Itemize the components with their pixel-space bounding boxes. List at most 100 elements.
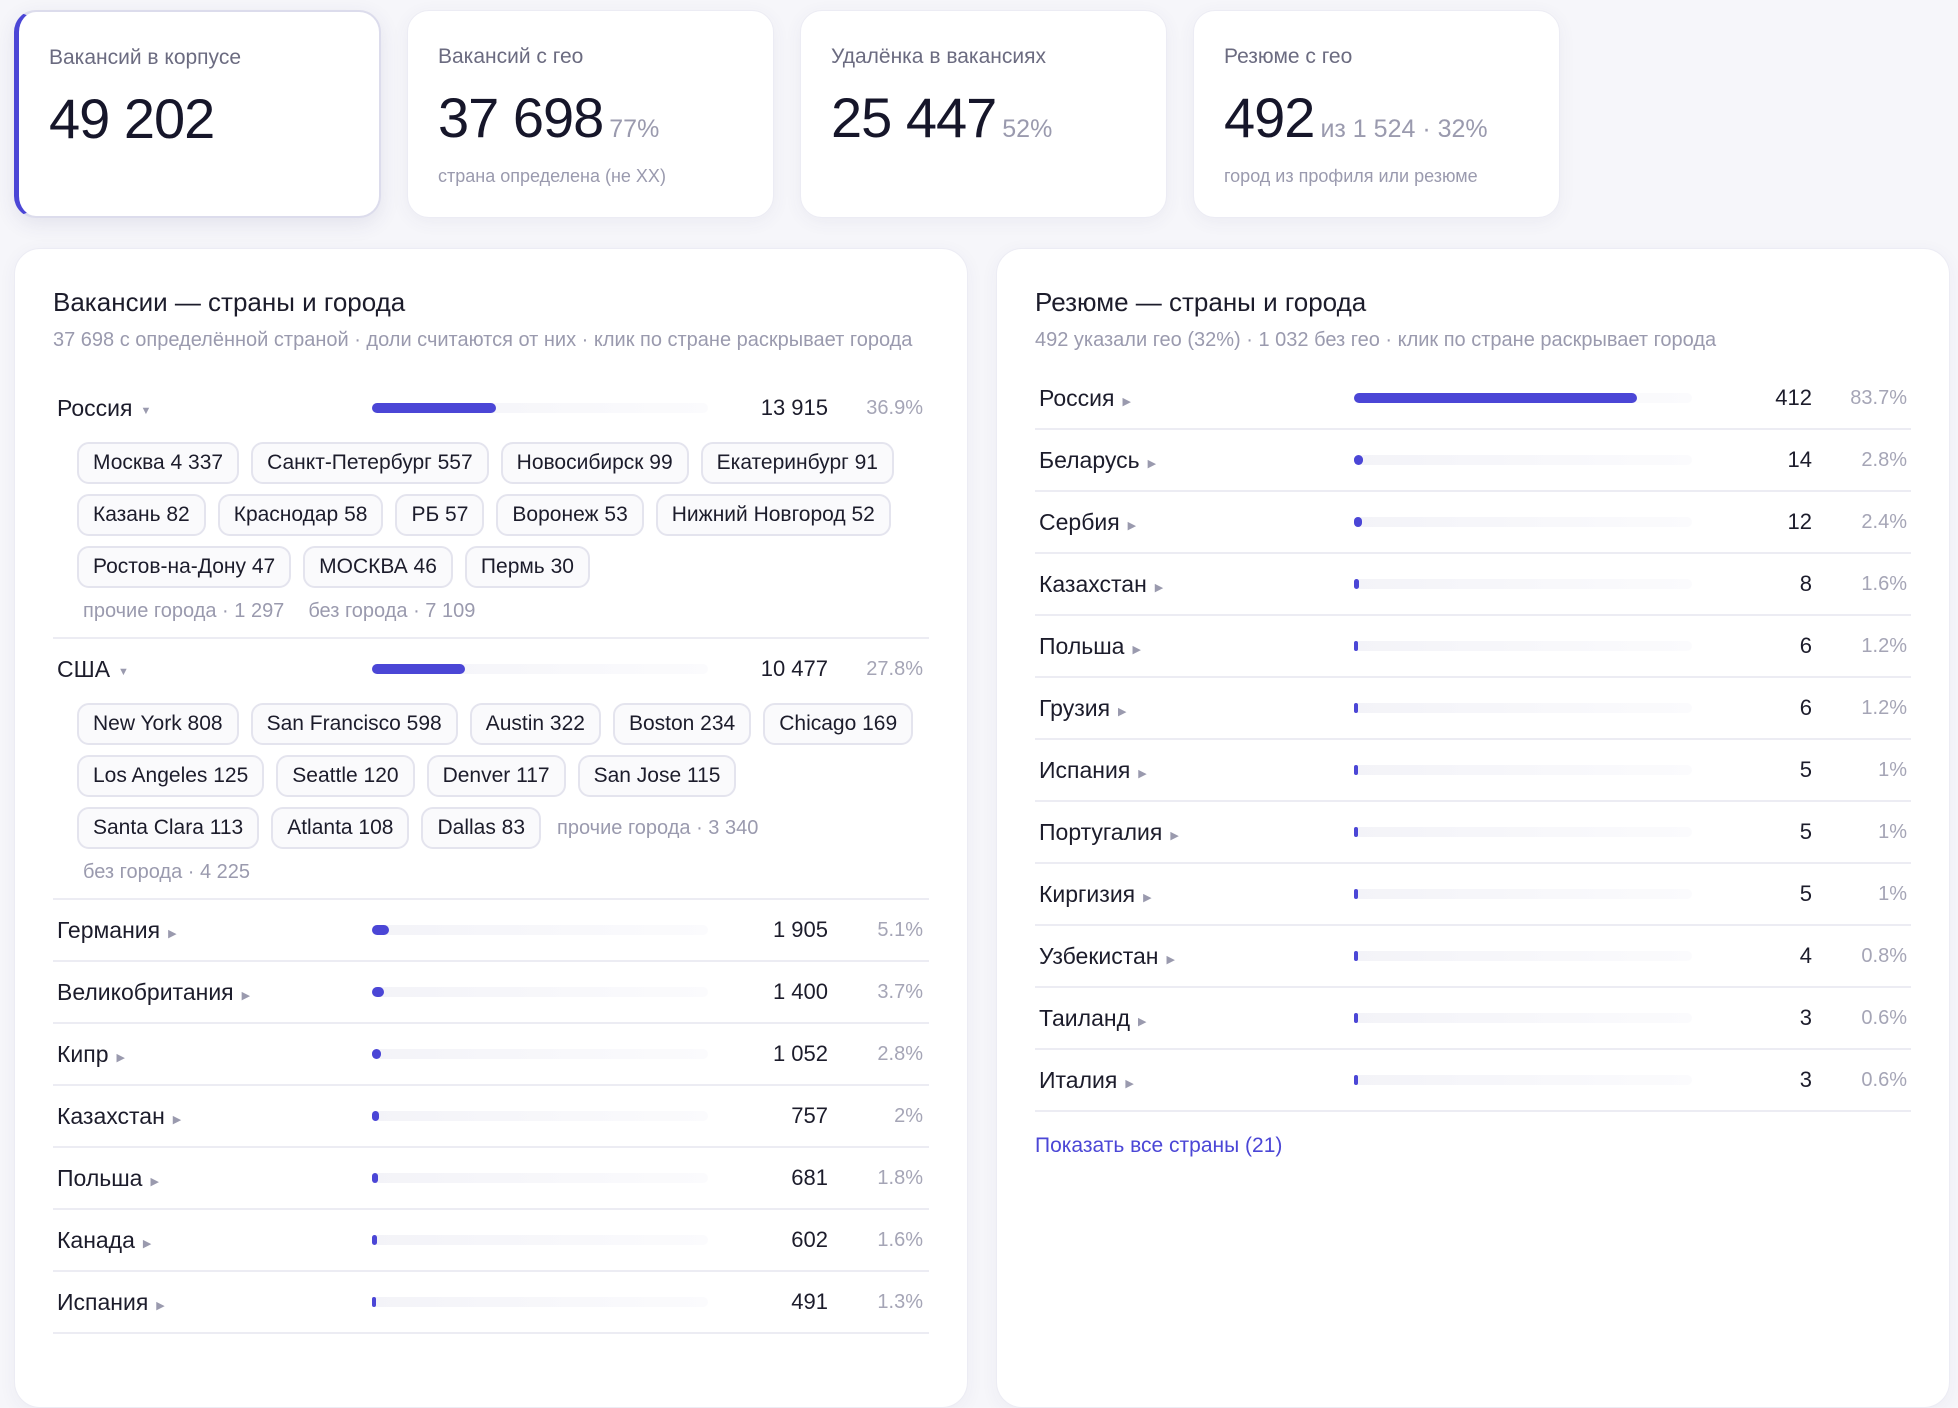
city-chip[interactable]: San Francisco 598 — [250, 703, 458, 745]
country-percent: 1% — [1878, 820, 1907, 843]
city-chip[interactable]: Atlanta 108 — [271, 807, 410, 849]
country-count: 1 905 — [772, 917, 828, 942]
country-name: Россия — [57, 394, 133, 421]
country-row[interactable]: Португалия ▶ 5 1% — [1035, 802, 1911, 864]
country-percent: 1.6% — [1861, 572, 1907, 595]
country-name: Португалия — [1039, 818, 1163, 845]
country-row[interactable]: Таиланд ▶ 3 0.6% — [1035, 988, 1911, 1050]
city-chip[interactable]: МОСКВА 46 — [303, 546, 453, 588]
country-name: США — [57, 655, 111, 682]
share-bar-fill — [372, 664, 466, 674]
country-percent: 1% — [1878, 882, 1907, 905]
panel-title: Резюме — страны и города — [1035, 287, 1367, 317]
city-chip[interactable]: Dallas 83 — [421, 807, 542, 849]
country-row[interactable]: Кипр ▶ 1 052 2.8% — [53, 1024, 929, 1086]
caret-right-icon: ▶ — [150, 1175, 159, 1188]
city-chips: New York 808 San Francisco 598 Austin 322 B… — [77, 703, 929, 849]
city-chip[interactable]: San Jose 115 — [577, 755, 737, 797]
country-count: 8 — [1799, 571, 1812, 596]
city-chip[interactable]: Chicago 169 — [763, 703, 914, 745]
city-chip[interactable]: Воронеж 53 — [496, 494, 644, 536]
share-bar-fill — [1354, 827, 1358, 837]
city-chip[interactable]: Казань 82 — [77, 494, 206, 536]
city-chip[interactable]: Краснодар 58 — [217, 494, 384, 536]
country-row[interactable]: Польша ▶ 6 1.2% — [1035, 616, 1911, 678]
kpi-card-vacancies-total[interactable]: Вакансий в корпусе 49 202 — [14, 10, 381, 218]
city-chip[interactable]: РБ 57 — [395, 494, 485, 536]
country-count: 6 — [1799, 695, 1812, 720]
country-row[interactable]: Польша ▶ 681 1.8% — [53, 1148, 929, 1210]
country-percent: 1% — [1878, 758, 1907, 781]
country-row[interactable]: Испания ▶ 5 1% — [1035, 740, 1911, 802]
caret-right-icon: ▶ — [142, 1237, 152, 1250]
country-row[interactable]: Канада ▶ 602 1.6% — [53, 1210, 929, 1272]
share-bar — [1354, 641, 1692, 651]
country-row[interactable]: Казахстан ▶ 8 1.6% — [1035, 554, 1911, 616]
kpi-label: Вакансий в корпусе — [49, 46, 241, 69]
caret-right-icon: ▶ — [156, 1299, 165, 1312]
city-chip[interactable]: Ростов-на-Дону 47 — [77, 546, 292, 588]
city-chip[interactable]: Los Angeles 125 — [77, 755, 265, 797]
country-name: Россия — [1039, 384, 1115, 411]
city-chip[interactable]: Нижний Новгород 52 — [655, 494, 891, 536]
country-row[interactable]: Испания ▶ 491 1.3% — [53, 1272, 929, 1334]
country-row[interactable]: Германия ▶ 1 905 5.1% — [53, 900, 929, 962]
city-chip[interactable]: Санкт-Петербург 557 — [251, 442, 489, 484]
country-count: 14 — [1787, 447, 1812, 472]
country-name: Таиланд — [1039, 1004, 1130, 1031]
kpi-value-line: 49 202 — [49, 86, 349, 151]
kpi-card-remote[interactable]: Удалёнка в вакансиях 25 447 52% — [800, 10, 1167, 218]
city-chip[interactable]: Denver 117 — [426, 755, 566, 797]
country-count: 412 — [1775, 385, 1812, 410]
city-chip[interactable]: Boston 234 — [612, 703, 752, 745]
share-bar-fill — [1354, 889, 1358, 899]
country-row[interactable]: Россия ▶ 412 83.7% — [1035, 368, 1911, 430]
country-count: 3 — [1799, 1067, 1812, 1092]
kpi-note: город из профиля или резюме — [1224, 166, 1478, 186]
share-bar-fill — [1354, 703, 1358, 713]
country-row[interactable]: Киргизия ▶ 5 1% — [1035, 864, 1911, 926]
resumes-panel: Резюме — страны и города 492 указали гео… — [996, 248, 1950, 1408]
share-bar — [372, 1111, 708, 1121]
city-chip[interactable]: Новосибирск 99 — [500, 442, 689, 484]
city-chip[interactable]: Екатеринбург 91 — [700, 442, 894, 484]
country-row[interactable]: Беларусь ▶ 14 2.8% — [1035, 430, 1911, 492]
show-all-countries-link[interactable]: Показать все страны (21) — [1035, 1134, 1283, 1157]
country-percent: 1.2% — [1861, 696, 1907, 719]
country-row[interactable]: Великобритания ▶ 1 400 3.7% — [53, 962, 929, 1024]
country-row[interactable]: Италия ▶ 3 0.6% — [1035, 1050, 1911, 1112]
country-percent: 0.6% — [1861, 1068, 1907, 1091]
city-chip[interactable]: Seattle 120 — [276, 755, 415, 797]
country-row[interactable]: Сербия ▶ 12 2.4% — [1035, 492, 1911, 554]
country-percent: 1.8% — [877, 1166, 923, 1189]
share-bar — [1354, 393, 1692, 403]
city-chip[interactable]: New York 808 — [77, 703, 239, 745]
kpi-card-vacancies-geo[interactable]: Вакансий с гео 37 698 77% страна определе… — [407, 10, 774, 218]
country-row[interactable]: Грузия ▶ 6 1.2% — [1035, 678, 1911, 740]
country-count: 757 — [791, 1103, 828, 1128]
country-percent: 36.9% — [866, 396, 923, 419]
country-name: Германия — [57, 916, 161, 943]
caret-right-icon: ▶ — [172, 1113, 182, 1126]
country-row-russia[interactable]: Россия ▼ 13 915 36.9% — [53, 378, 929, 438]
country-name: Кипр — [57, 1040, 109, 1067]
share-bar-fill — [1354, 951, 1358, 961]
city-chip[interactable]: Москва 4 337 — [77, 442, 240, 484]
country-name: Киргизия — [1039, 880, 1136, 907]
country-row-usa[interactable]: США ▼ 10 477 27.8% — [53, 639, 929, 699]
country-count: 681 — [791, 1165, 828, 1190]
share-bar-fill — [372, 403, 496, 413]
country-row[interactable]: Казахстан ▶ 757 2% — [53, 1086, 929, 1148]
share-bar-fill — [1354, 517, 1363, 527]
kpi-value-line: 492 из 1 524 · 32% — [1224, 85, 1529, 150]
city-chip[interactable]: Austin 322 — [469, 703, 601, 745]
city-chip[interactable]: Santa Clara 113 — [77, 807, 260, 849]
country-percent: 2.8% — [1861, 448, 1907, 471]
country-name: Сербия — [1039, 508, 1120, 535]
country-list: Германия ▶ 1 905 5.1% Великобритания ▶ 1 400 3.… — [53, 900, 929, 1334]
share-bar — [372, 1297, 708, 1307]
share-bar-fill — [1354, 393, 1637, 403]
kpi-card-resumes-geo[interactable]: Резюме с гео 492 из 1 524 · 32% город из … — [1193, 10, 1560, 218]
city-chip[interactable]: Пермь 30 — [464, 546, 590, 588]
country-row[interactable]: Узбекистан ▶ 4 0.8% — [1035, 926, 1911, 988]
